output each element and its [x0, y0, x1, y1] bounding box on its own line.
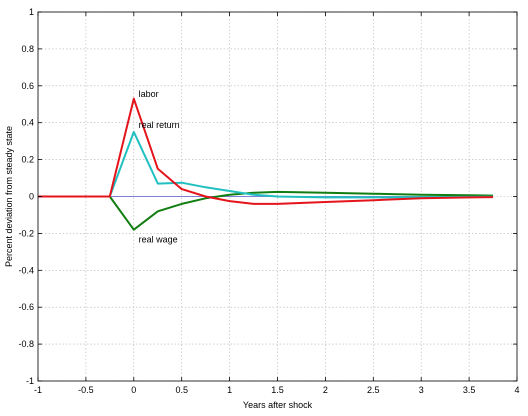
y-tick-label: -0.4 — [18, 265, 34, 275]
x-tick-label: 2.5 — [367, 385, 380, 395]
x-tick-label: 4 — [514, 385, 519, 395]
tick-layer: -1 -0.5 0 0.5 1 1.5 2 2.5 3 3.5 4 1 0.8 0.6 0.4 0.2 0 -0.… — [18, 7, 519, 395]
y-tick-label: 0.2 — [21, 155, 34, 165]
y-tick-label: 0.4 — [21, 118, 34, 128]
y-tick-label: 0.8 — [21, 44, 34, 54]
x-tick-label: 1.5 — [271, 385, 284, 395]
y-tick-label: -0.8 — [18, 339, 34, 349]
x-tick-label: 1 — [227, 385, 232, 395]
grid-layer — [37, 11, 518, 382]
y-tick-label: -0.6 — [18, 302, 34, 312]
x-tick-label: -1 — [34, 385, 42, 395]
y-axis-title: Percent deviation from steady state — [4, 126, 14, 267]
annotation-real-return: real return — [139, 120, 180, 130]
x-tick-label: 2 — [323, 385, 328, 395]
y-tick-label: -1 — [26, 376, 34, 386]
series-line-real-return — [38, 130, 494, 199]
series-line-labor — [38, 97, 494, 205]
annotation-real-wage: real wage — [139, 235, 178, 245]
annotation-labor: labor — [139, 89, 159, 99]
x-tick-label: -0.5 — [78, 385, 94, 395]
y-tick-label: -0.2 — [18, 228, 34, 238]
x-tick-label: 3.5 — [463, 385, 476, 395]
x-axis-title: Years after shock — [243, 400, 313, 410]
y-tick-label: 1 — [29, 7, 34, 17]
y-tick-label: 0.6 — [21, 81, 34, 91]
x-tick-label: 3 — [419, 385, 424, 395]
annotation-layer: labor real return real wage — [139, 89, 180, 245]
x-tick-label: 0.5 — [175, 385, 188, 395]
x-tick-label: 0 — [131, 385, 136, 395]
y-tick-label: 0 — [29, 192, 34, 202]
series-layer — [38, 97, 494, 231]
